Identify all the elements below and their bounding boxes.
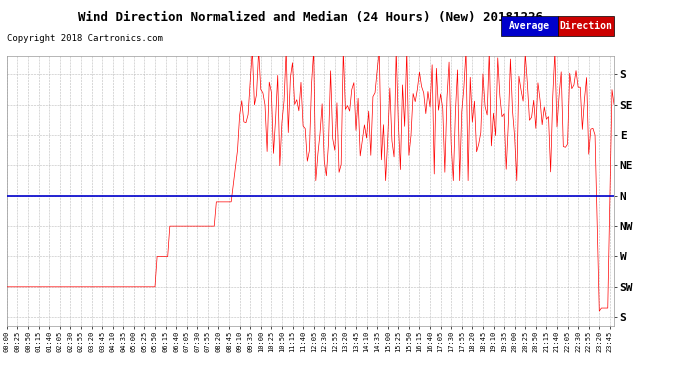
Text: Direction: Direction <box>560 21 612 31</box>
Text: Wind Direction Normalized and Median (24 Hours) (New) 20181226: Wind Direction Normalized and Median (24… <box>78 11 543 24</box>
Text: Average: Average <box>509 21 550 31</box>
Text: Copyright 2018 Cartronics.com: Copyright 2018 Cartronics.com <box>7 34 163 43</box>
